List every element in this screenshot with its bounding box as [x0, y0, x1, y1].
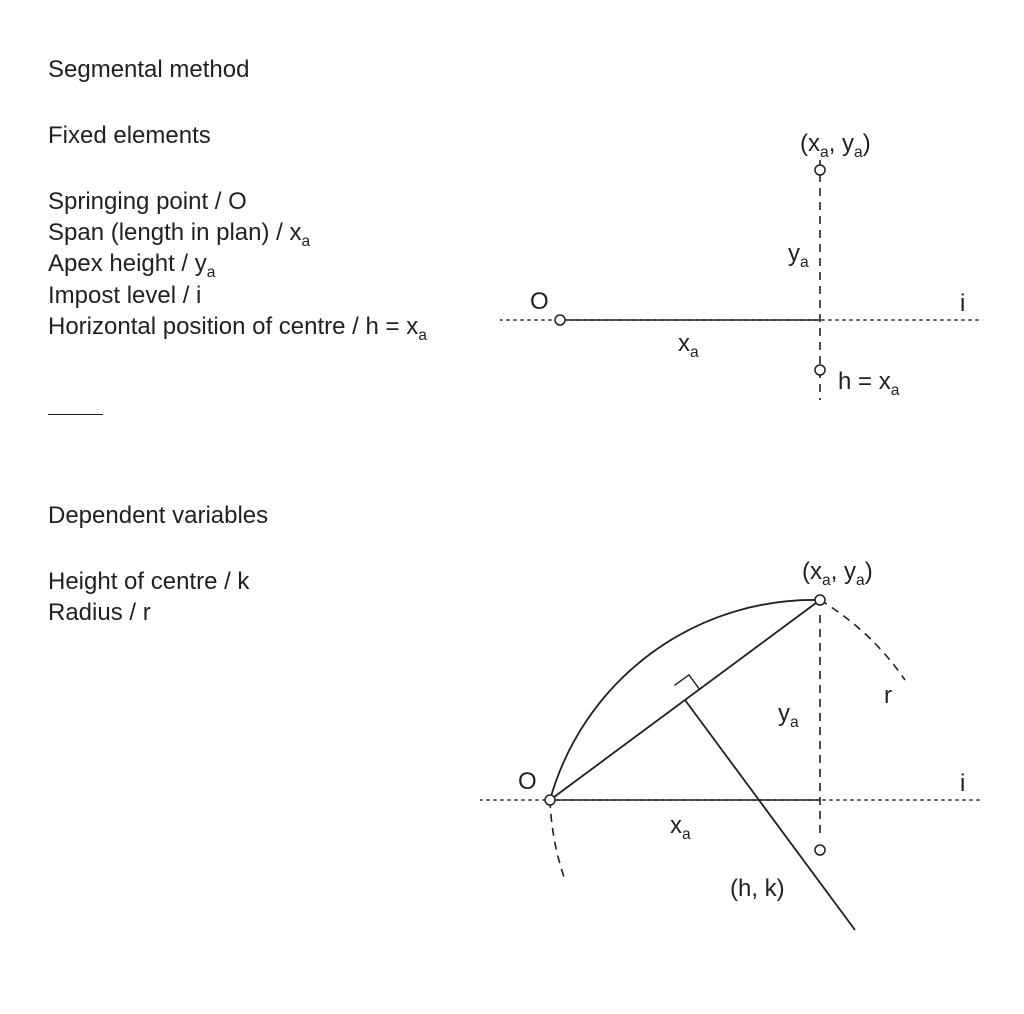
- page-title: Segmental method: [48, 54, 249, 85]
- section-heading-fixed: Fixed elements: [48, 120, 211, 151]
- list-item: Horizontal position of centre / h = xa: [48, 311, 427, 342]
- list-item: Span (length in plan) / xa: [48, 217, 427, 248]
- diagram-dependent-variables: (xa, ya)yaxaiOr(h, k): [480, 540, 1000, 960]
- fixed-elements-list: Springing point / OSpan (length in plan)…: [48, 186, 427, 342]
- list-item: Impost level / i: [48, 280, 427, 311]
- section2-text: Dependent variables: [48, 502, 268, 529]
- section-divider: [48, 414, 103, 415]
- diagram-fixed-elements: (xa, ya)yaxaiOh = xa: [500, 130, 1000, 430]
- list-item: Radius / r: [48, 597, 249, 628]
- section-heading-dependent: Dependent variables: [48, 500, 268, 531]
- list-item: Springing point / O: [48, 186, 427, 217]
- list-item: Height of centre / k: [48, 566, 249, 597]
- dependent-variables-list: Height of centre / kRadius / r: [48, 566, 249, 628]
- title-text: Segmental method: [48, 56, 249, 83]
- section1-text: Fixed elements: [48, 122, 211, 149]
- list-item: Apex height / ya: [48, 248, 427, 279]
